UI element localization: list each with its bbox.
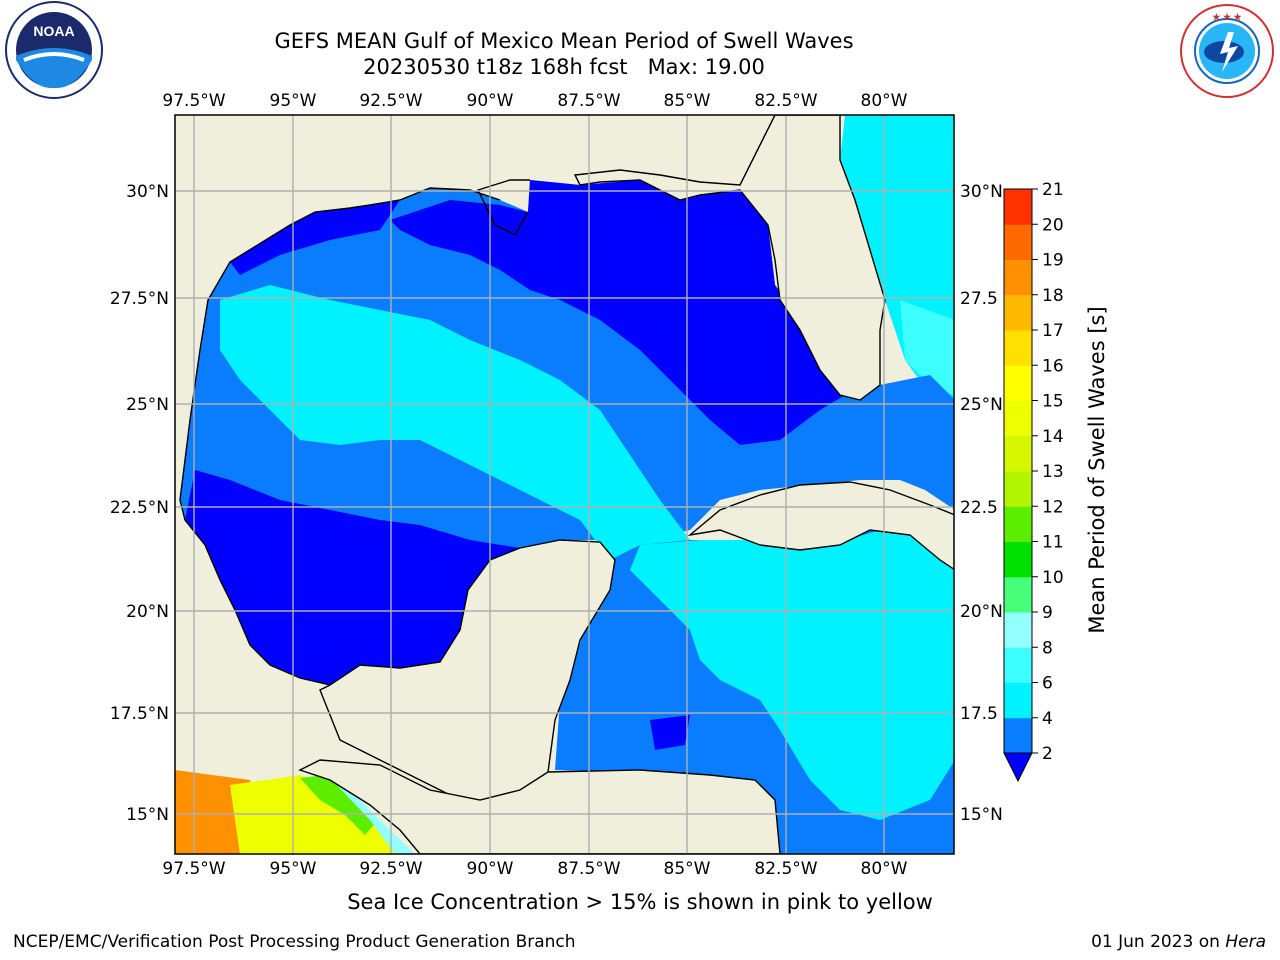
- caribbean-swell-long: [630, 530, 954, 820]
- lat-label-right: 20°N: [960, 602, 1003, 622]
- colorbar-segment: [1004, 330, 1032, 366]
- florida-straits-water: [830, 375, 954, 510]
- colorbar-segment: [1004, 576, 1032, 613]
- colorbar-segment: [1004, 506, 1032, 542]
- colorbar-label: Mean Period of Swell Waves [s]: [1085, 306, 1109, 634]
- gulf-swell-short-west: [185, 470, 520, 685]
- lon-label-top: 92.5°W: [359, 91, 422, 111]
- colorbar-tick-label: 8: [1042, 638, 1053, 658]
- colorbar: 2 4 6 8 9 10 11 12 13 14 15 16 17 18 19 20 21: [1003, 180, 1064, 783]
- lat-label-right: 17.5: [960, 704, 998, 724]
- central-america-land: [298, 759, 781, 854]
- lon-label-top: 80°W: [861, 91, 908, 111]
- lat-label-left: 27.5°N: [110, 289, 169, 309]
- colorbar-segment: [1004, 365, 1032, 401]
- lon-label-top: 95°W: [270, 91, 317, 111]
- colorbar-tick-label: 14: [1042, 427, 1064, 447]
- gulf-swell-long-band: [220, 285, 720, 640]
- lat-label-right: 22.5: [960, 498, 998, 518]
- atlantic-swell-lighter: [900, 300, 954, 395]
- lon-label-top: 97.5°W: [162, 91, 225, 111]
- florida-coast: [573, 115, 886, 401]
- lon-label-top: 82.5°W: [754, 91, 817, 111]
- colorbar-segment: [1004, 471, 1032, 507]
- lat-label-right: 15°N: [960, 805, 1003, 825]
- footer-date-text: 01 Jun 2023 on: [1091, 932, 1226, 952]
- colorbar-tick-label: 9: [1042, 603, 1053, 623]
- lat-label-left: 20°N: [126, 602, 169, 622]
- gulf-swell-short-east: [390, 180, 845, 445]
- colorbar-segment: [1004, 541, 1032, 578]
- title-line-1: GEFS MEAN Gulf of Mexico Mean Period of …: [274, 29, 854, 53]
- sea-ice-patch-green: [300, 775, 378, 835]
- map-panel: [175, 115, 954, 854]
- caribbean-swell-short-patch: [650, 715, 690, 750]
- lat-labels-left: 30°N 27.5°N 25°N 22.5°N 20°N 17.5°N 15°N: [110, 182, 169, 825]
- lon-label-top: 90°W: [467, 91, 514, 111]
- footer-host: Hera: [1225, 932, 1266, 952]
- lat-label-left: 25°N: [126, 395, 169, 415]
- colorbar-segment: [1004, 224, 1032, 260]
- nws-logo: ★ ★ ★: [1180, 4, 1274, 98]
- svg-text:★ ★ ★: ★ ★ ★: [1212, 12, 1242, 22]
- colorbar-tick-label: 19: [1042, 251, 1064, 271]
- title-line-2: 20230530 t18z 168h fcst Max: 19.00: [363, 55, 765, 79]
- colorbar-tick-label: 2: [1042, 744, 1053, 764]
- colorbar-extend: [1003, 752, 1033, 783]
- colorbar-tick-label: 13: [1042, 462, 1064, 482]
- chart-title: GEFS MEAN Gulf of Mexico Mean Period of …: [164, 28, 964, 80]
- colorbar-segment: [1004, 189, 1032, 225]
- lon-label-bottom: 97.5°W: [162, 859, 225, 879]
- colorbar-tick-label: 10: [1042, 568, 1064, 588]
- lon-label-bottom: 92.5°W: [359, 859, 422, 879]
- colorbar-segment: [1004, 259, 1032, 296]
- colorbar-segment: [1004, 682, 1032, 719]
- lat-labels-right: 30°N 27.5 25°N 22.5 20°N 17.5 15°N: [960, 182, 1003, 825]
- colorbar-segment: [1004, 647, 1032, 683]
- colorbar-tick-label: 20: [1042, 215, 1064, 235]
- lon-label-bottom: 82.5°W: [754, 859, 817, 879]
- colorbar-tick-label: 15: [1042, 392, 1064, 412]
- noaa-logo-text: NOAA: [33, 23, 74, 39]
- gulf-swell-short-north: [230, 200, 400, 275]
- colorbar-segment: [1004, 294, 1032, 331]
- colorbar-tick-label: 12: [1042, 497, 1064, 517]
- lat-label-right: 27.5: [960, 289, 998, 309]
- lon-label-top: 87.5°W: [557, 91, 620, 111]
- lon-label-bottom: 95°W: [270, 859, 317, 879]
- colorbar-tick-label: 4: [1042, 709, 1053, 729]
- map-frame: [174, 114, 955, 855]
- lat-label-left: 22.5°N: [110, 498, 169, 518]
- colorbar-segment: [1004, 612, 1032, 648]
- lon-label-bottom: 80°W: [861, 859, 908, 879]
- lon-label-bottom: 90°W: [467, 859, 514, 879]
- footer-credit: NCEP/EMC/Verification Post Processing Pr…: [13, 932, 576, 952]
- noaa-logo: NOAA: [5, 1, 103, 99]
- lat-label-left: 30°N: [126, 182, 169, 202]
- colorbar-tick-label: 21: [1042, 180, 1064, 200]
- lon-labels-top: 97.5°W 95°W 92.5°W 90°W 87.5°W 85°W 82.5…: [162, 91, 907, 111]
- lat-label-left: 17.5°N: [110, 704, 169, 724]
- lon-labels-bottom: 97.5°W 95°W 92.5°W 90°W 87.5°W 85°W 82.5…: [162, 859, 907, 879]
- colorbar-tick-label: 18: [1042, 286, 1064, 306]
- colorbar-segment: [1004, 400, 1032, 437]
- sea-ice-patch-cyan: [330, 778, 415, 854]
- footer-date: 01 Jun 2023 on Hera: [1091, 932, 1266, 952]
- colorbar-segment: [1004, 717, 1032, 754]
- subtitle-note: Sea Ice Concentration > 15% is shown in …: [347, 890, 933, 914]
- lat-label-right: 30°N: [960, 182, 1003, 202]
- colorbar-tick-label: 16: [1042, 356, 1064, 376]
- map-grid: [175, 115, 954, 854]
- colorbar-tick-label: 17: [1042, 321, 1064, 341]
- lat-label-right: 25°N: [960, 395, 1003, 415]
- colorbar-tick-label: 6: [1042, 674, 1053, 694]
- lon-label-top: 85°W: [664, 91, 711, 111]
- lon-label-bottom: 85°W: [664, 859, 711, 879]
- gulf-coastline: [179, 179, 530, 686]
- colorbar-segment: [1004, 435, 1032, 472]
- lat-label-left: 15°N: [126, 805, 169, 825]
- lon-label-bottom: 87.5°W: [557, 859, 620, 879]
- colorbar-tick-label: 11: [1042, 533, 1064, 553]
